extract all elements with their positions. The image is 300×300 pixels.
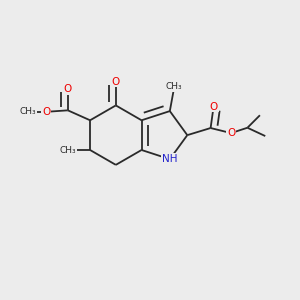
Text: O: O	[42, 107, 51, 117]
Text: O: O	[227, 128, 235, 138]
Text: CH₃: CH₃	[59, 146, 76, 154]
Text: O: O	[209, 102, 218, 112]
Text: CH₃: CH₃	[20, 107, 36, 116]
Text: NH: NH	[162, 154, 178, 164]
Text: CH₃: CH₃	[166, 82, 183, 91]
Text: O: O	[112, 76, 120, 87]
Text: O: O	[64, 84, 72, 94]
